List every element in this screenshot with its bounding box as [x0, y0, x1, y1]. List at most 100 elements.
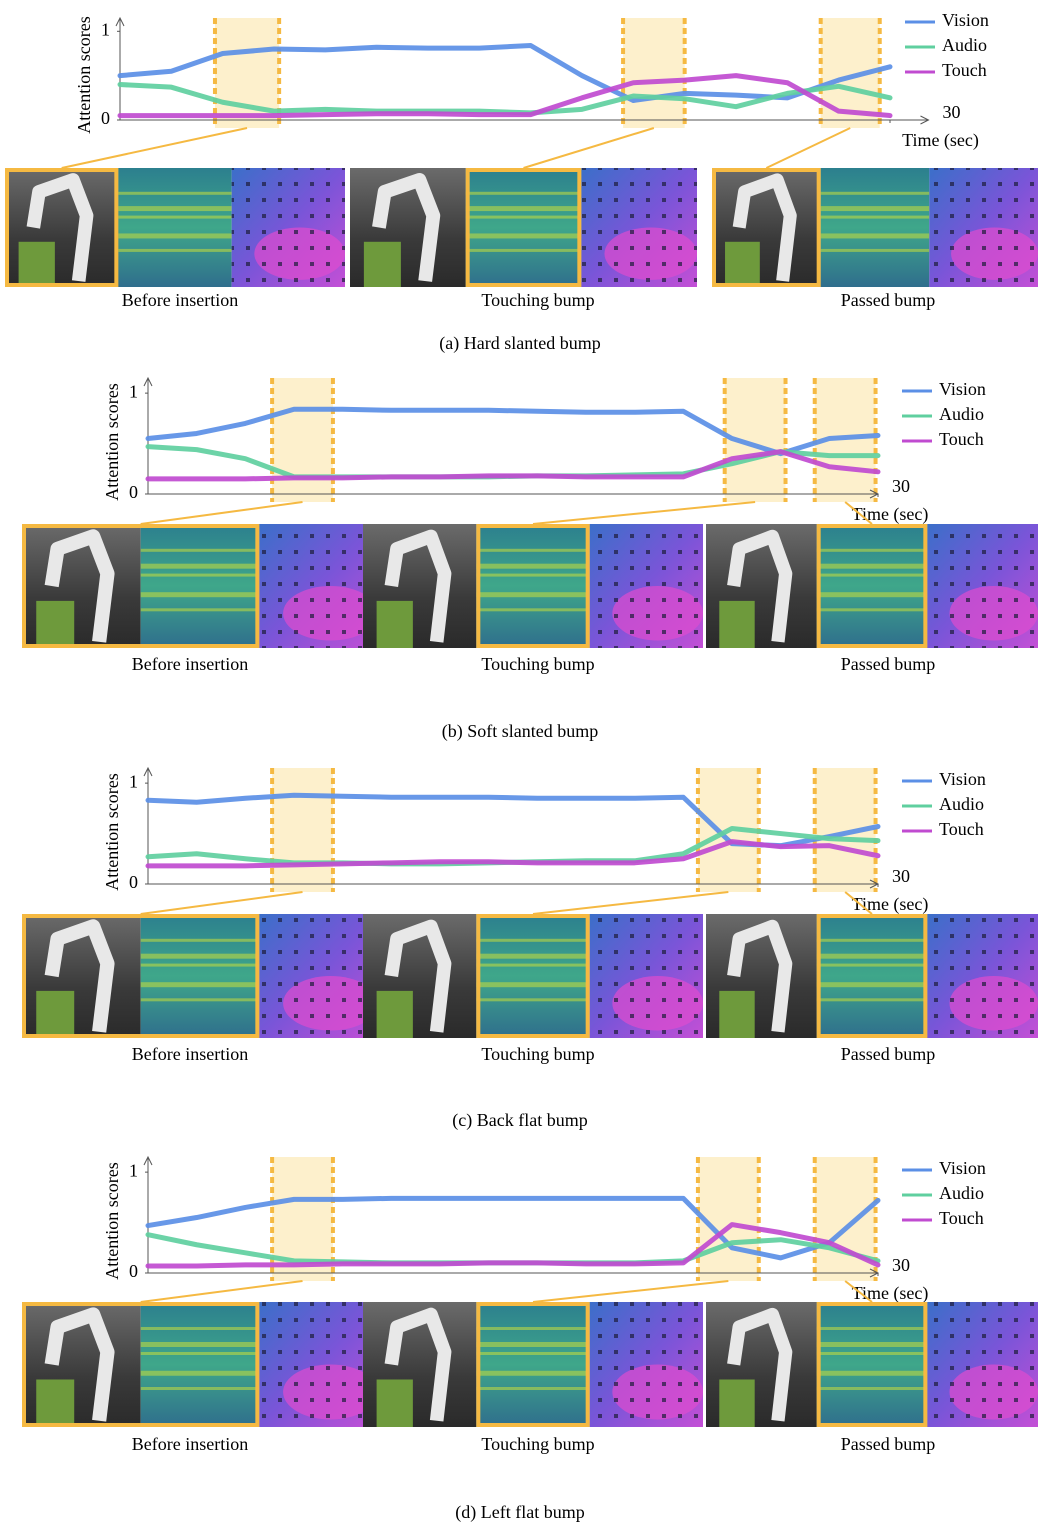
spectrogram-band	[141, 964, 260, 967]
x-axis-label: Time (sec)	[852, 1283, 929, 1304]
tactile-markers	[259, 1302, 378, 1427]
spectrogram-band	[118, 216, 231, 219]
frame-label: Passed bump	[841, 290, 936, 310]
frame-connector	[533, 502, 755, 524]
robot-stand	[19, 242, 55, 287]
frame-label: Passed bump	[841, 1434, 936, 1454]
x-tick-label: 30	[943, 102, 961, 122]
spectrogram-image	[821, 168, 930, 287]
frame-connector	[524, 128, 654, 168]
spectrogram-image	[476, 1302, 589, 1427]
spectrogram-band	[141, 939, 260, 942]
tactile-markers	[259, 524, 378, 648]
spectrogram-band	[476, 1352, 589, 1355]
spectrogram-band	[817, 549, 928, 552]
spectrogram-band	[476, 964, 589, 967]
spectrogram-band	[118, 249, 231, 252]
spectrogram-band	[118, 233, 231, 238]
spectrogram-image	[466, 168, 582, 287]
frame-label: Touching bump	[481, 290, 594, 310]
frame-label: Touching bump	[481, 1434, 594, 1454]
y-axis-label: Attention scores	[74, 16, 94, 133]
spectrogram-band	[141, 998, 260, 1001]
spectrogram-band	[476, 1387, 589, 1390]
frame-connector	[141, 502, 303, 524]
spectrogram-band	[817, 954, 928, 959]
spectrogram-image	[141, 1302, 260, 1427]
y-tick-label: 0	[129, 872, 138, 892]
spectrogram-image	[817, 1302, 928, 1427]
robot-stand	[36, 1380, 74, 1428]
spectrogram-band	[817, 1371, 928, 1376]
robot-stand	[719, 601, 754, 648]
spectrogram-image	[817, 524, 928, 648]
spectrogram-band	[466, 233, 582, 238]
spectrogram-band	[476, 549, 589, 552]
frame-label: Touching bump	[481, 654, 594, 674]
spectrogram-band	[476, 592, 589, 597]
spectrogram-band	[817, 998, 928, 1001]
y-tick-label: 0	[101, 108, 110, 128]
spectrogram-band	[118, 206, 231, 211]
legend-label: Audio	[939, 794, 984, 814]
spectrogram-band	[821, 249, 930, 252]
robot-stand	[719, 1380, 754, 1428]
spectrogram-band	[476, 998, 589, 1001]
legend-label: Vision	[939, 769, 986, 789]
x-axis-label: Time (sec)	[852, 504, 929, 525]
spectrogram-band	[141, 1387, 260, 1390]
spectrogram-band	[817, 939, 928, 942]
frame-connector	[141, 1281, 303, 1302]
spectrogram-band	[141, 1327, 260, 1330]
series-line	[148, 1235, 878, 1263]
spectrogram-image	[141, 914, 260, 1038]
frame-connector	[533, 892, 728, 914]
caption: (c) Back flat bump	[452, 1110, 587, 1131]
spectrogram-band	[476, 608, 589, 611]
spectrogram-band	[141, 954, 260, 959]
spectrogram-band	[817, 592, 928, 597]
spectrogram-band	[141, 608, 260, 611]
spectrogram-image	[118, 168, 231, 287]
caption: (d) Left flat bump	[455, 1502, 584, 1523]
spectrogram-band	[141, 1352, 260, 1355]
spectrogram-band	[817, 564, 928, 569]
spectrogram-band	[817, 982, 928, 987]
legend-label: Vision	[939, 379, 986, 399]
robot-stand	[725, 242, 760, 287]
spectrogram-band	[466, 249, 582, 252]
spectrogram-band	[141, 592, 260, 597]
spectrogram-band	[141, 982, 260, 987]
spectrogram-band	[476, 1327, 589, 1330]
tactile-markers	[927, 914, 1038, 1038]
frame-label: Passed bump	[841, 654, 936, 674]
frame-connector	[141, 892, 303, 914]
spectrogram-band	[466, 206, 582, 211]
spectrogram-band	[141, 564, 260, 569]
legend-label: Touch	[939, 819, 984, 839]
spectrogram-band	[466, 192, 582, 195]
spectrogram-image	[141, 524, 260, 648]
x-tick-label: 30	[892, 1255, 910, 1275]
frame-label: Before insertion	[132, 654, 248, 674]
spectrogram-band	[141, 574, 260, 577]
spectrogram-band	[141, 1371, 260, 1376]
spectrogram-band	[817, 574, 928, 577]
spectrogram-band	[476, 954, 589, 959]
tactile-markers	[590, 1302, 703, 1427]
legend-label: Touch	[939, 429, 984, 449]
tactile-markers	[259, 914, 378, 1038]
spectrogram-band	[118, 192, 231, 195]
frame-label: Touching bump	[481, 1044, 594, 1064]
y-axis-label: Attention scores	[102, 1162, 122, 1279]
x-axis-label: Time (sec)	[902, 130, 979, 151]
spectrogram-band	[476, 1342, 589, 1347]
y-tick-label: 1	[129, 1160, 138, 1180]
y-tick-label: 0	[129, 1261, 138, 1281]
series-line	[148, 1225, 878, 1266]
spectrogram-band	[821, 206, 930, 211]
tactile-markers	[927, 1302, 1038, 1427]
spectrogram-band	[141, 1342, 260, 1347]
spectrogram-band	[821, 192, 930, 195]
frame-connector	[533, 1281, 728, 1302]
